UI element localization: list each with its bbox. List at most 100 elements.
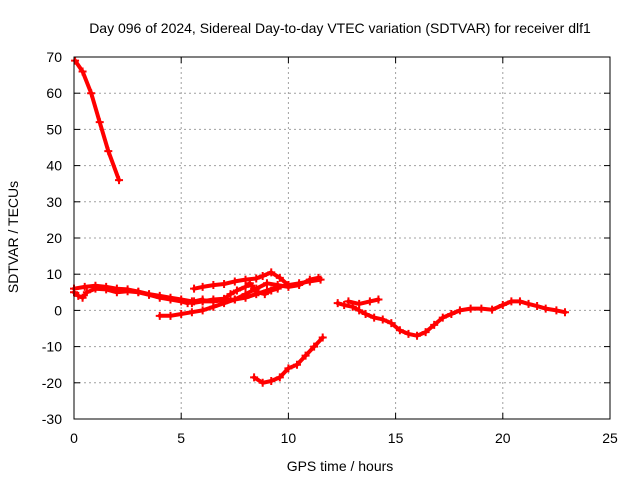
data-point-track-4-13 (295, 281, 304, 290)
data-point-track-4-2 (177, 310, 186, 319)
chart-title: Day 096 of 2024, Sidereal Day-to-day VTE… (89, 20, 591, 36)
data-point-track-8-13 (438, 313, 447, 322)
data-point-track-4-14 (305, 275, 314, 284)
tick-layer: 0 5 10 15 20 25 -30 -20 -10 0 10 20 30 40 50 60 70 (42, 49, 618, 446)
axis-layer (73, 56, 611, 420)
data-point-track-3-8 (134, 288, 143, 297)
data-point-track-8-5 (370, 313, 379, 322)
data-point-track-8-25 (552, 306, 561, 315)
data-point-track-6-6 (241, 282, 250, 291)
data-point-track-7-8 (318, 333, 327, 342)
data-point-track-2-1 (80, 282, 89, 291)
data-point-track-8-24 (541, 304, 550, 313)
data-point-track-8-14 (447, 310, 456, 319)
y-tick-label-7: 40 (46, 158, 62, 174)
data-point-track-3-2 (78, 293, 87, 302)
data-point-track-9-3 (374, 295, 383, 304)
data-point-track-8-21 (515, 297, 524, 306)
data-point-track-8-15 (455, 306, 464, 315)
data-point-track-1-0 (71, 56, 80, 65)
data-point-track-5-7 (258, 272, 267, 281)
y-tick-label-0: -30 (42, 411, 62, 427)
data-point-track-6-0 (187, 299, 196, 308)
data-point-track-8-20 (507, 297, 516, 306)
x-tick-label-2: 10 (281, 430, 297, 446)
data-point-track-4-0 (155, 311, 164, 320)
data-point-track-8-11 (421, 328, 430, 337)
series-line-track-1 (73, 58, 121, 183)
data-point-track-6-11 (267, 286, 276, 295)
data-point-track-3-7 (123, 287, 132, 296)
data-point-track-5-3 (220, 279, 229, 288)
data-point-track-4-7 (230, 295, 239, 304)
data-point-track-6-2 (209, 295, 218, 304)
data-point-track-6-7 (245, 279, 254, 288)
data-point-track-8-17 (477, 304, 486, 313)
data-point-track-7-6 (301, 351, 310, 360)
x-tick-label-4: 20 (495, 430, 511, 446)
data-point-track-8-22 (524, 299, 533, 308)
data-point-track-3-9 (145, 290, 154, 299)
data-point-track-8-10 (413, 331, 422, 340)
x-tick-label-1: 5 (177, 430, 185, 446)
data-point-track-8-23 (533, 302, 542, 311)
y-tick-label-4: 10 (46, 266, 62, 282)
data-point-track-7-4 (284, 364, 293, 373)
data-point-track-1-4 (104, 147, 113, 156)
data-point-track-3-6 (112, 288, 121, 297)
y-tick-label-6: 30 (46, 194, 62, 210)
data-point-track-6-9 (254, 288, 263, 297)
data-point-track-3-4 (91, 284, 100, 293)
data-point-track-8-12 (430, 320, 439, 329)
grid-layer (74, 57, 610, 419)
data-point-track-5-1 (198, 282, 207, 291)
data-point-track-7-2 (267, 376, 276, 385)
y-axis-label: SDTVAR / TECUs (5, 181, 21, 293)
data-point-track-3-12 (177, 297, 186, 306)
data-point-track-8-1 (340, 300, 349, 309)
data-point-track-5-9 (275, 273, 284, 282)
y-tick-label-9: 60 (46, 85, 62, 101)
data-point-track-7-7 (310, 342, 319, 351)
data-point-track-1-2 (87, 89, 96, 98)
data-point-track-3-10 (155, 293, 164, 302)
y-tick-label-1: -20 (42, 375, 62, 391)
data-point-track-8-16 (466, 304, 475, 313)
data-point-track-8-8 (395, 326, 404, 335)
data-point-track-4-10 (262, 279, 271, 288)
data-point-track-1-1 (78, 67, 87, 76)
data-point-track-8-19 (498, 300, 507, 309)
data-point-track-8-7 (387, 319, 396, 328)
data-point-track-6-10 (260, 290, 269, 299)
data-point-track-5-5 (241, 275, 250, 284)
data-point-track-3-3 (82, 288, 91, 297)
y-tick-label-3: 0 (54, 302, 62, 318)
x-axis-label: GPS time / hours (287, 458, 394, 474)
data-point-track-3-1 (74, 291, 83, 300)
x-tick-label-3: 15 (388, 430, 404, 446)
data-point-track-3-5 (102, 285, 111, 294)
data-point-track-7-3 (275, 373, 284, 382)
data-point-track-6-1 (198, 297, 207, 306)
data-point-track-6-4 (226, 290, 235, 299)
data-point-track-9-0 (344, 297, 353, 306)
data-point-track-8-18 (488, 305, 497, 314)
data-point-track-8-9 (404, 329, 413, 338)
data-point-track-1-3 (95, 118, 104, 127)
data-point-track-4-5 (209, 302, 218, 311)
data-point-track-7-5 (292, 360, 301, 369)
data-point-track-4-8 (241, 290, 250, 299)
data-point-track-8-4 (361, 310, 370, 319)
data-point-track-4-15 (314, 273, 323, 282)
x-tick-label-5: 25 (602, 430, 618, 446)
data-point-track-9-1 (355, 299, 364, 308)
data-point-track-8-0 (333, 299, 342, 308)
data-point-track-5-8 (267, 268, 276, 277)
data-point-track-1-5 (115, 176, 124, 185)
data-point-track-9-2 (365, 297, 374, 306)
data-point-track-6-12 (273, 284, 282, 293)
data-point-track-5-2 (209, 281, 218, 290)
